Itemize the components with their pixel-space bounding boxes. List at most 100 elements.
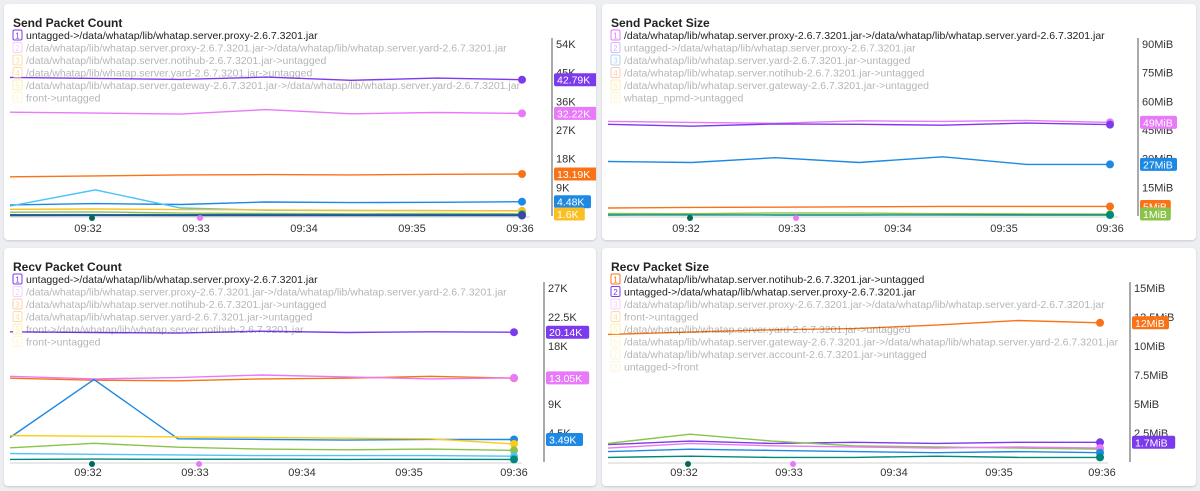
legend-item-label[interactable]: /data/whatap/lib/whatap.server.account-2… (624, 349, 927, 361)
series-endpoint[interactable] (518, 211, 526, 220)
series-line[interactable] (9, 208, 523, 212)
legend-item-label[interactable]: /data/whatap/lib/whatap.server.notihub-2… (624, 274, 924, 286)
series-line[interactable] (9, 76, 523, 82)
series-endpoint[interactable] (510, 328, 518, 337)
series-endpoint[interactable] (1106, 120, 1114, 129)
legend-item-label[interactable]: /data/whatap/lib/whatap.server.yard-2.6.… (624, 324, 910, 336)
series-endpoint[interactable] (1106, 202, 1114, 211)
legend-index-box[interactable] (12, 273, 23, 285)
legend-index-box[interactable] (610, 286, 621, 297)
series-line[interactable] (607, 448, 1101, 454)
legend-index-box[interactable] (610, 67, 621, 78)
legend-item-label[interactable]: /data/whatap/lib/whatap.server.notihub-2… (26, 299, 326, 311)
legend-index-box[interactable] (12, 286, 23, 297)
series-endpoint[interactable] (518, 169, 526, 178)
legend-index-box[interactable] (610, 54, 621, 66)
legend-item-label[interactable]: front->/data/whatap/lib/whatap.server.no… (26, 324, 304, 336)
series-line[interactable] (607, 122, 1111, 127)
legend-item-label[interactable]: /data/whatap/lib/whatap.server.proxy-2.6… (624, 30, 1105, 42)
recv-packet-count-chart[interactable]: 27K22.5K18K13.5K9K4.5K09:3209:3309:3409:… (4, 248, 596, 486)
series-line[interactable] (607, 205, 1110, 209)
legend-item-label[interactable]: untagged->/data/whatap/lib/whatap.server… (624, 287, 916, 299)
legend-index-box[interactable] (610, 92, 621, 103)
legend-index-box[interactable] (12, 298, 23, 310)
legend-item-label[interactable]: /data/whatap/lib/whatap.server.gateway-2… (26, 80, 521, 92)
series-line[interactable] (9, 201, 523, 206)
series-endpoint[interactable] (1096, 453, 1104, 462)
legend-item-label[interactable]: /data/whatap/lib/whatap.server.notihub-2… (26, 55, 326, 67)
legend-item-label[interactable]: /data/whatap/lib/whatap.server.notihub-2… (624, 68, 924, 80)
series-line[interactable] (607, 156, 1110, 166)
series-endpoint[interactable] (1106, 160, 1114, 169)
legend-index-box[interactable] (12, 323, 23, 335)
legend-index-box[interactable] (12, 29, 23, 41)
legend-item-label[interactable]: whatap_npmd->untagged (623, 93, 744, 105)
series-endpoint[interactable] (510, 455, 518, 464)
legend-index-box[interactable] (610, 336, 621, 347)
legend-index-box[interactable] (610, 273, 621, 285)
legend-item-label[interactable]: /data/whatap/lib/whatap.server.yard-2.6.… (26, 68, 312, 80)
legend-index-box[interactable] (610, 311, 621, 322)
series-line[interactable] (9, 211, 523, 215)
series-endpoint[interactable] (1096, 318, 1104, 327)
panel-title: Send Packet Size (611, 16, 710, 30)
legend-item-label[interactable]: /data/whatap/lib/whatap.server.yard-2.6.… (624, 55, 910, 67)
legend-index-box[interactable] (12, 311, 23, 322)
series-line[interactable] (9, 108, 523, 115)
legend-index-box[interactable] (12, 42, 23, 53)
legend-item-label[interactable]: front->untagged (624, 312, 699, 324)
series-line[interactable] (9, 173, 523, 178)
legend-item-label[interactable]: untagged->/data/whatap/lib/whatap.server… (26, 274, 318, 286)
legend-index: 6 (613, 338, 618, 347)
legend-index: 2 (613, 288, 618, 297)
series-endpoint[interactable] (518, 75, 526, 84)
series-endpoint[interactable] (510, 439, 518, 448)
send-packet-count-chart[interactable]: 54K45K36K27K18K9K09:3209:3309:3409:3509:… (4, 4, 596, 240)
legend-item-label[interactable]: /data/whatap/lib/whatap.server.yard-2.6.… (26, 312, 312, 324)
series-endpoint[interactable] (1106, 211, 1114, 220)
legend-item-label[interactable]: /data/whatap/lib/whatap.server.gateway-2… (624, 80, 929, 92)
legend-index-box[interactable] (610, 361, 621, 372)
series-line[interactable] (9, 442, 515, 452)
recv-packet-size-chart[interactable]: 15MiB12.5MiB10MiB7.5MiB5MiB2.5MiB09:3209… (602, 248, 1196, 486)
legend-index-box[interactable] (610, 29, 621, 41)
series-line[interactable] (607, 212, 1111, 215)
legend-item-label[interactable]: /data/whatap/lib/whatap.server.gateway-2… (624, 337, 1119, 349)
legend-item-label[interactable]: front->untagged (26, 93, 101, 105)
series-line[interactable] (9, 452, 515, 457)
legend-index-box[interactable] (610, 79, 621, 91)
legend-index-box[interactable] (610, 323, 621, 335)
legend-index-box[interactable] (12, 54, 23, 66)
x-tick-label: 09:32 (74, 467, 102, 479)
legend-item-label[interactable]: /data/whatap/lib/whatap.server.proxy-2.6… (26, 43, 507, 55)
legend-index-box[interactable] (12, 92, 23, 103)
send-packet-size-chart[interactable]: 90MiB75MiB60MiB45MiB30MiB15MiB09:3209:33… (602, 4, 1196, 240)
series-line[interactable] (9, 434, 515, 445)
series-line[interactable] (607, 433, 1101, 450)
legend-item-label[interactable]: front->untagged (26, 337, 101, 349)
legend-index-box[interactable] (610, 348, 621, 360)
legend-item-label[interactable]: /data/whatap/lib/whatap.server.proxy-2.6… (624, 299, 1105, 311)
series-endpoint[interactable] (510, 373, 518, 382)
series-endpoint[interactable] (518, 109, 526, 118)
legend-index-box[interactable] (610, 298, 621, 310)
series-line[interactable] (9, 378, 515, 441)
series-line[interactable] (607, 455, 1100, 459)
legend-index-box[interactable] (12, 67, 23, 78)
series-line[interactable] (607, 442, 1101, 449)
series-line[interactable] (607, 440, 1100, 446)
series-line[interactable] (9, 189, 523, 212)
legend-item-label[interactable]: untagged->/data/whatap/lib/whatap.server… (624, 43, 916, 55)
legend-item-label[interactable]: untagged->front (624, 362, 699, 374)
series-line[interactable] (607, 119, 1111, 125)
legend-index-box[interactable] (12, 79, 23, 91)
series-line[interactable] (607, 319, 1101, 336)
legend-index-box[interactable] (610, 42, 621, 53)
series-endpoint[interactable] (1096, 438, 1104, 447)
legend-index-box[interactable] (12, 336, 23, 347)
series-endpoint[interactable] (518, 197, 526, 206)
series-endpoint[interactable] (510, 446, 518, 455)
series-line[interactable] (9, 330, 515, 334)
legend-item-label[interactable]: /data/whatap/lib/whatap.server.proxy-2.6… (26, 287, 507, 299)
legend-item-label[interactable]: untagged->/data/whatap/lib/whatap.server… (26, 30, 318, 42)
